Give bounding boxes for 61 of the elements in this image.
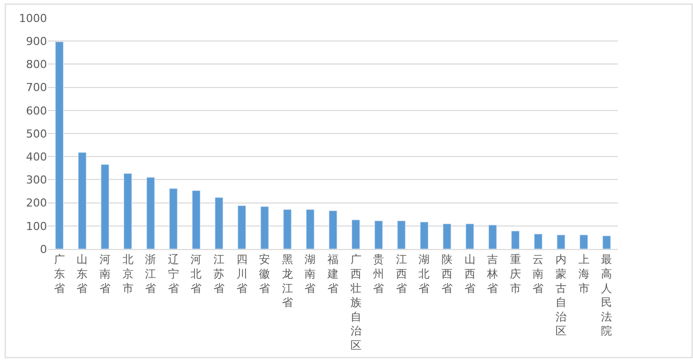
bar [328, 210, 338, 249]
bar [420, 222, 428, 249]
x-tick-label: 江苏省 [214, 253, 224, 295]
bar [260, 206, 269, 249]
bar [466, 224, 474, 249]
y-tick-label: 200 [26, 196, 47, 210]
bar [100, 164, 110, 249]
bar [534, 234, 542, 249]
x-tick-label: 最高人民法院 [601, 253, 612, 338]
x-tick-label: 江西省 [396, 253, 407, 295]
x-tick-label: 黑龙江省 [282, 253, 293, 310]
x-tick-label: 安徽省 [259, 253, 270, 295]
x-tick-label: 广西壮族自治区 [349, 253, 362, 352]
x-tick-label: 北京市 [122, 253, 134, 295]
x-tick-label: 重庆市 [510, 253, 521, 295]
bar [214, 197, 224, 249]
x-tick-label: 河北省 [190, 253, 202, 295]
y-tick-label: 100 [26, 220, 47, 233]
x-tick-label: 云南省 [532, 253, 544, 295]
x-tick-label: 河南省 [100, 253, 110, 295]
y-tick-label: 0 [40, 242, 47, 256]
x-tick-label: 山东省 [76, 253, 88, 295]
bar [306, 209, 314, 249]
x-tick-label: 浙江省 [145, 253, 156, 295]
bar [352, 220, 360, 249]
bar [580, 234, 588, 249]
x-tick-label: 福建省 [326, 253, 338, 295]
y-tick-label: 1000 [19, 12, 47, 25]
bar [488, 224, 497, 249]
bar [511, 230, 520, 249]
x-tick-label: 山西省 [464, 253, 476, 295]
x-tick-label: 湖北省 [418, 253, 430, 295]
x-tick-label: 湖南省 [304, 253, 316, 295]
y-tick-label: 300 [26, 174, 47, 187]
x-tick-label: 上海市 [578, 253, 590, 295]
bar [238, 205, 246, 249]
bar [146, 177, 155, 249]
bar [169, 188, 178, 249]
y-tick-label: 800 [26, 58, 47, 72]
bar [556, 234, 566, 249]
bar [374, 220, 383, 249]
bar [192, 190, 200, 249]
bar [442, 224, 452, 249]
y-tick-label: 900 [26, 34, 47, 48]
bar [397, 220, 406, 249]
bar [55, 42, 64, 249]
bar [283, 209, 292, 249]
x-tick-label: 内蒙古自治区 [556, 253, 566, 338]
bar [78, 152, 86, 249]
bar [124, 173, 132, 249]
x-tick-label: 贵州省 [373, 253, 384, 295]
y-tick-label: 600 [26, 104, 47, 118]
x-tick-label: 广东省 [54, 253, 65, 295]
x-tick-label: 四川省 [236, 253, 248, 295]
x-tick-label: 陕西省 [442, 253, 452, 295]
bar [602, 236, 611, 249]
y-tick-label: 700 [26, 81, 47, 94]
y-tick-label: 500 [26, 127, 47, 140]
y-tick-label: 400 [26, 150, 47, 164]
x-tick-label: 吉林省 [486, 253, 498, 295]
x-tick-label: 辽宁省 [168, 253, 179, 295]
